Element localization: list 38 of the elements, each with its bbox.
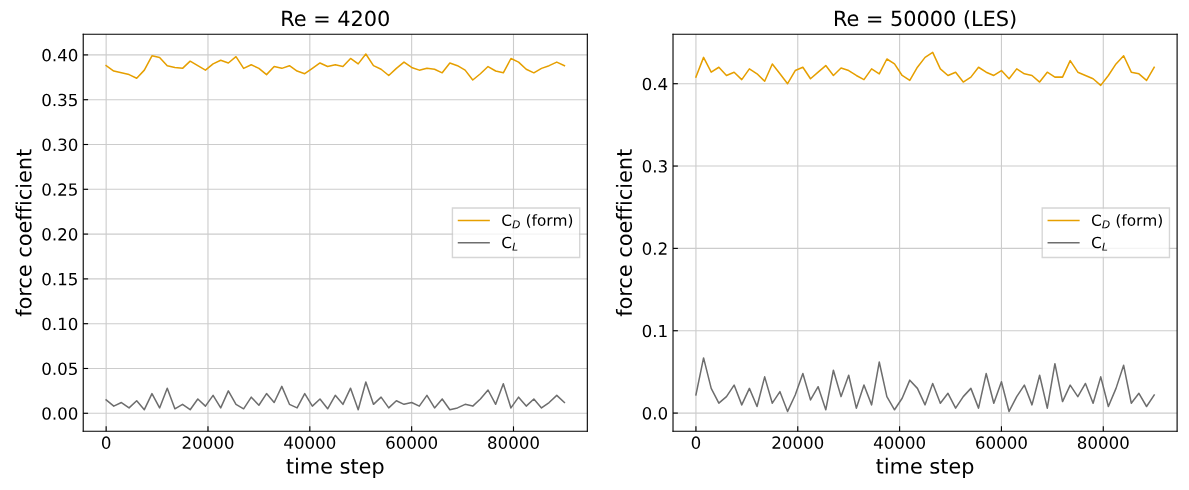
y-tick-label: 0.30 — [42, 138, 78, 152]
x-tick-label: 0 — [101, 436, 111, 449]
y-tick-label: 0.10 — [42, 317, 78, 331]
x-tick-label: 60000 — [386, 436, 438, 449]
y-tick-label: 0.00 — [42, 407, 78, 420]
y-axis-title: force coefficient — [15, 149, 32, 317]
legend-label: C$_{D}$ (form) — [1091, 214, 1162, 229]
line-series — [105, 53, 566, 81]
legend-label: C$_{D}$ (form) — [502, 214, 573, 229]
y-tick-label: 0.20 — [42, 228, 78, 241]
y-tick-label: 0.1 — [642, 324, 667, 338]
line-series — [105, 381, 566, 411]
line-series — [695, 51, 1155, 87]
line-series — [695, 357, 1155, 413]
x-tick-label: 80000 — [488, 436, 539, 449]
x-tick-label: 0 — [691, 436, 701, 449]
y-tick-label: 0.25 — [42, 183, 77, 196]
y-tick-label: 0.05 — [42, 362, 77, 376]
x-tick-label: 80000 — [1077, 436, 1129, 449]
x-tick-label: 20000 — [772, 436, 824, 449]
x-tick-label: 40000 — [873, 436, 926, 449]
chart-title: Re = 50000 (LES) — [835, 10, 1016, 29]
x-axis-title: time step — [286, 457, 384, 478]
y-tick-label: 0.15 — [42, 272, 77, 286]
legend-label: C$_{L}$ — [1091, 236, 1108, 251]
y-tick-label: 0.40 — [42, 48, 78, 62]
y-tick-label: 0.2 — [642, 242, 667, 255]
y-tick-label: 0.35 — [42, 93, 77, 107]
y-axis-title: force coefficient — [615, 149, 633, 317]
y-tick-label: 0.4 — [642, 77, 668, 91]
y-tick-label: 0.3 — [642, 160, 667, 173]
legend-label: C$_{L}$ — [502, 236, 518, 251]
x-tick-label: 60000 — [976, 436, 1027, 449]
x-tick-label: 40000 — [284, 436, 336, 449]
x-axis-title: time step — [876, 457, 974, 478]
chart-title: Re = 4200 — [282, 10, 389, 27]
y-tick-label: 0.0 — [642, 407, 668, 420]
x-tick-label: 20000 — [182, 436, 234, 449]
